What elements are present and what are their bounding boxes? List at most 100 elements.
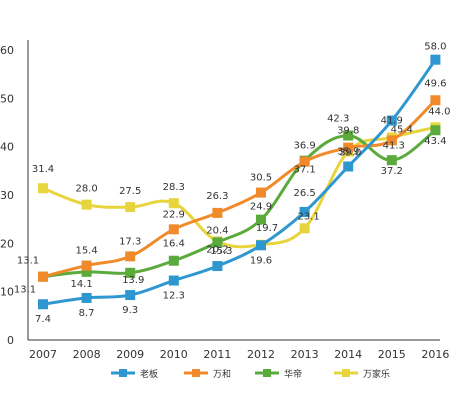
data-label-huadi: 43.4 (424, 136, 446, 147)
x-tick-label: 2007 (29, 348, 57, 361)
data-label-wanjiale: 39.0 (339, 148, 361, 159)
y-tick-label: 0 (7, 334, 14, 347)
x-tick-label: 2011 (203, 348, 231, 361)
data-point-wanhe (81, 260, 92, 271)
data-point-laoban (168, 275, 179, 286)
y-tick-label: 10 (0, 286, 14, 299)
data-label-wanhe: 49.6 (424, 78, 446, 89)
data-point-laoban (386, 115, 397, 126)
data-label-huadi: 16.4 (163, 239, 185, 250)
data-point-laoban (299, 206, 310, 217)
data-point-wanjiale (81, 199, 92, 210)
data-label-laoban: 45.4 (391, 125, 413, 136)
data-label-wanhe: 30.5 (250, 173, 272, 184)
legend-label: 老板 (140, 368, 158, 380)
data-point-wanhe (430, 95, 441, 106)
data-point-laoban (81, 292, 92, 303)
x-tick-label: 2014 (334, 348, 362, 361)
data-point-wanhe (256, 187, 266, 198)
data-point-wanhe (38, 271, 48, 282)
data-label-huadi: 13.1 (14, 285, 36, 296)
data-label-laoban: 12.3 (163, 291, 185, 302)
data-label-wanjiale: 23.1 (297, 211, 319, 222)
data-point-wanjiale (168, 198, 179, 209)
data-point-wanjiale (125, 202, 136, 213)
data-label-wanhe: 15.4 (75, 246, 97, 257)
legend-label: 华帝 (284, 368, 302, 380)
data-label-wanjiale: 27.5 (119, 186, 141, 197)
data-label-wanhe: 17.3 (119, 236, 141, 247)
data-point-huadi (256, 214, 266, 225)
data-point-wanjiale (299, 223, 310, 234)
data-label-huadi: 20.2 (206, 244, 228, 255)
data-label-laoban: 8.7 (79, 308, 95, 319)
data-label-wanjiale: 19.7 (256, 223, 278, 234)
y-tick-label: 50 (0, 92, 14, 105)
data-label-wanjiale: 28.3 (163, 182, 185, 193)
data-label-laoban: 9.3 (122, 305, 138, 316)
y-tick-label: 60 (0, 44, 14, 57)
data-point-huadi (212, 237, 223, 248)
data-point-huadi (430, 125, 441, 136)
x-tick-label: 2012 (247, 348, 275, 361)
data-label-wanjiale: 31.4 (32, 164, 54, 175)
legend-label: 万和 (213, 369, 231, 380)
data-label-huadi: 37.2 (381, 166, 403, 177)
data-label-laoban: 19.6 (250, 255, 272, 266)
data-point-wanhe (125, 251, 136, 262)
data-label-huadi: 24.9 (250, 202, 272, 213)
data-label-wanhe: 39.8 (337, 126, 359, 137)
data-label-wanhe: 22.9 (163, 209, 185, 220)
data-label-huadi: 14.1 (70, 279, 92, 290)
data-label-wanhe: 13.1 (17, 256, 39, 267)
data-point-wanhe (168, 224, 179, 235)
data-point-wanhe (386, 135, 397, 146)
data-label-huadi: 13.9 (122, 275, 144, 286)
data-point-huadi (125, 267, 136, 278)
legend-swatch-laoban (119, 369, 127, 377)
data-label-wanhe: 36.9 (293, 141, 315, 152)
x-tick-label: 2016 (421, 348, 449, 361)
data-point-huadi (343, 130, 354, 141)
data-point-laoban (125, 290, 136, 301)
data-point-wanhe (299, 156, 310, 167)
y-tick-label: 20 (0, 237, 14, 250)
y-tick-label: 30 (0, 189, 14, 202)
x-tick-label: 2010 (160, 348, 188, 361)
data-point-wanhe (212, 207, 223, 218)
data-label-laoban: 15.3 (210, 246, 232, 257)
data-point-laoban (343, 161, 354, 172)
x-tick-label: 2008 (73, 348, 101, 361)
legend-swatch-wanjiale (342, 369, 350, 377)
series-line-wanhe (42, 99, 437, 279)
data-label-wanjiale: 20.4 (206, 225, 228, 236)
series-line-laoban (42, 58, 437, 306)
legend-swatch-wanhe (192, 369, 200, 377)
data-label-wanhe: 41.3 (383, 140, 405, 151)
data-point-wanjiale (38, 183, 48, 194)
data-point-wanhe (343, 142, 354, 153)
data-point-laoban (212, 261, 223, 272)
x-tick-label: 2009 (116, 348, 144, 361)
legend-label: 万家乐 (363, 368, 390, 380)
data-label-wanjiale: 41.9 (381, 115, 403, 126)
data-point-laoban (38, 299, 48, 310)
data-point-laoban (430, 54, 441, 65)
data-label-laoban: 58.0 (424, 42, 446, 53)
data-point-huadi (386, 155, 397, 166)
data-label-huadi: 37.1 (293, 165, 315, 176)
data-label-laoban: 7.4 (35, 314, 51, 325)
data-label-laoban: 26.5 (293, 188, 315, 199)
x-tick-label: 2015 (378, 348, 406, 361)
data-label-wanjiale: 44.0 (428, 106, 450, 117)
legend-swatch-huadi (263, 369, 271, 377)
data-label-wanjiale: 28.0 (75, 184, 97, 195)
data-point-huadi (168, 255, 179, 266)
data-label-wanhe: 26.3 (206, 191, 228, 202)
series-line-wanjiale (42, 125, 436, 249)
data-label-laoban: 35.9 (337, 146, 359, 157)
y-tick-label: 40 (0, 141, 14, 154)
data-point-laoban (256, 240, 266, 251)
